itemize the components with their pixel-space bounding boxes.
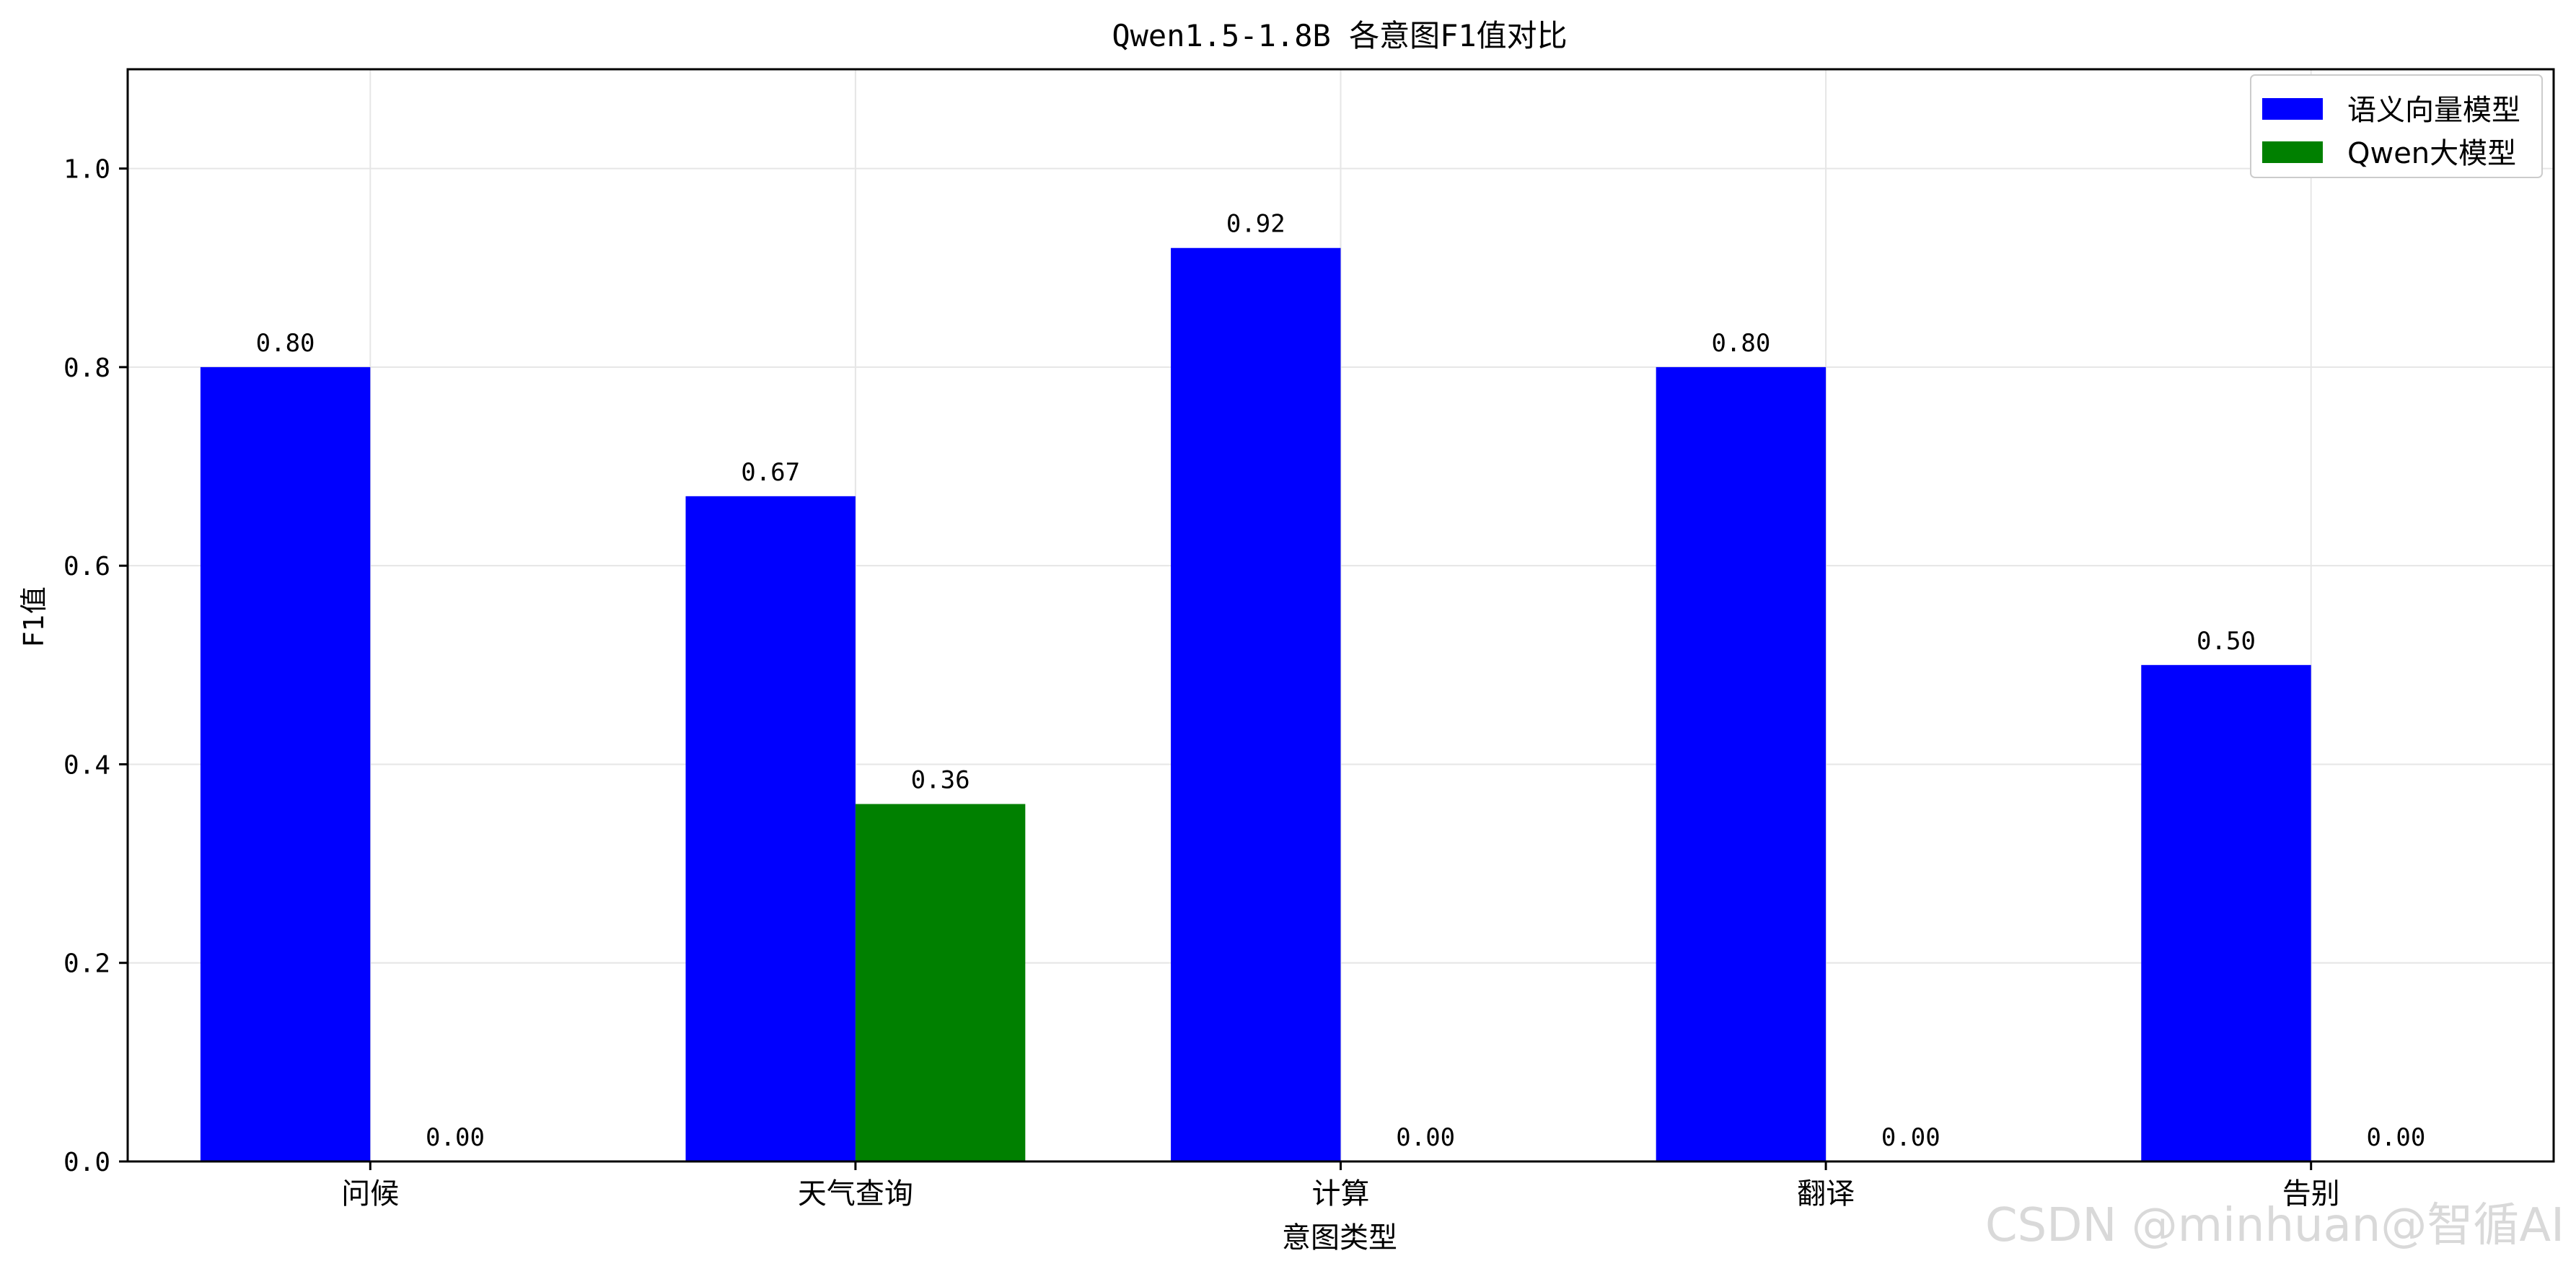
y-tick-label: 0.2 xyxy=(63,949,110,979)
chart-title: Qwen1.5-1.8B 各意图F1值对比 xyxy=(1112,18,1567,53)
x-tick-label: 计算 xyxy=(1312,1177,1370,1211)
bar-value-label: 0.00 xyxy=(1881,1123,1940,1152)
bar-series-1 xyxy=(200,366,371,1162)
x-axis-label: 意图类型 xyxy=(1282,1221,1397,1255)
legend-swatch-series-1 xyxy=(2262,98,2323,120)
bars xyxy=(200,247,2311,1162)
bar-value-label: 0.00 xyxy=(2366,1123,2425,1152)
bar-value-label: 0.92 xyxy=(1226,210,1285,239)
bar-value-labels: 0.80 0.67 0.92 0.80 0.50 0.00 0.36 0.00 0.00 0.00 xyxy=(256,210,2426,1152)
legend-label-series-1: 语义向量模型 xyxy=(2347,94,2520,127)
x-tick-label: 天气查询 xyxy=(798,1177,913,1211)
legend-label-series-2: Qwen大模型 xyxy=(2347,137,2516,170)
bar-value-label: 0.80 xyxy=(256,329,315,358)
y-axis-label: F1值 xyxy=(18,587,50,647)
x-tick-label: 问候 xyxy=(341,1177,399,1211)
bar-value-label: 0.00 xyxy=(426,1123,485,1152)
bar-series-2 xyxy=(855,804,1026,1161)
bar-value-label: 0.50 xyxy=(2197,627,2256,656)
legend-swatch-series-2 xyxy=(2262,141,2323,163)
y-tick-label: 0.4 xyxy=(63,750,110,780)
y-axis-ticks: 0.0 0.2 0.4 0.6 0.8 1.0 xyxy=(63,155,128,1177)
legend-box xyxy=(2250,74,2543,178)
bar-value-label: 0.36 xyxy=(911,766,970,795)
bar-series-1 xyxy=(685,496,856,1161)
bar-value-label: 0.80 xyxy=(1711,329,1770,358)
bar-series-1 xyxy=(1656,366,1827,1162)
y-tick-label: 0.6 xyxy=(63,552,110,581)
y-tick-label: 1.0 xyxy=(63,155,110,185)
bar-series-1 xyxy=(1171,247,1341,1161)
y-tick-label: 0.0 xyxy=(63,1148,110,1177)
watermark: CSDN @minhuan@智循AI xyxy=(1985,1199,2564,1252)
bar-value-label: 0.67 xyxy=(741,458,800,487)
x-tick-label: 告别 xyxy=(2282,1177,2340,1211)
legend: 语义向量模型 Qwen大模型 xyxy=(2250,74,2543,178)
bar-value-label: 0.00 xyxy=(1396,1123,1455,1152)
bar-series-1 xyxy=(2141,664,2311,1161)
x-tick-label: 翻译 xyxy=(1797,1177,1855,1211)
x-axis-ticks: 问候 天气查询 计算 翻译 告别 xyxy=(341,1161,2340,1211)
y-tick-label: 0.8 xyxy=(63,353,110,383)
